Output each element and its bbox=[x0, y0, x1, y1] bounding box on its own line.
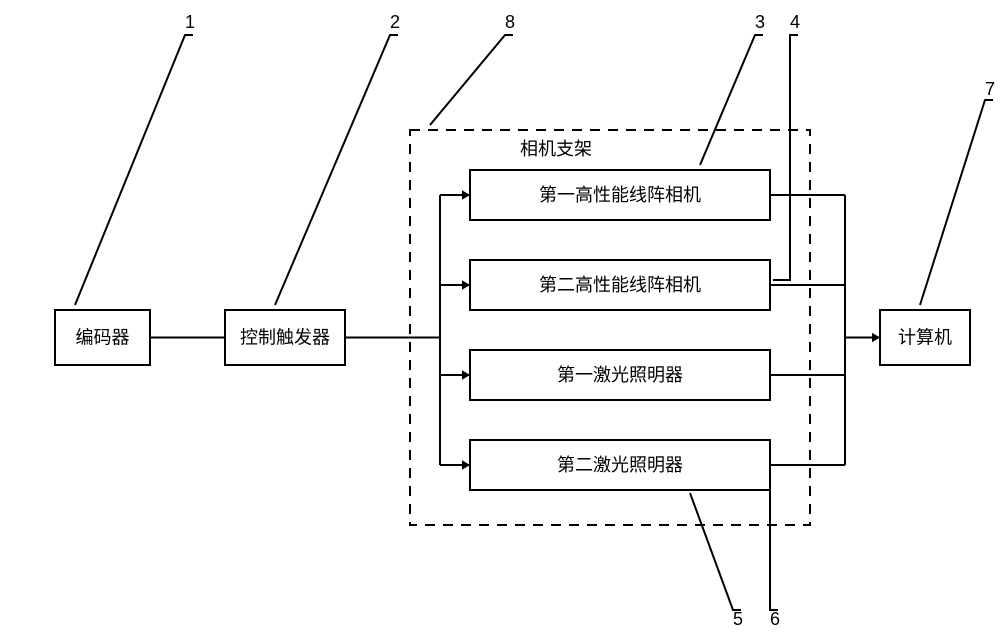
camera2-box-label: 第二高性能线阵相机 bbox=[539, 275, 701, 295]
leader-number-6: 6 bbox=[770, 609, 780, 629]
bracket-label: 相机支架 bbox=[520, 139, 592, 159]
leader-number-8: 8 bbox=[505, 12, 515, 32]
trigger-box-label: 控制触发器 bbox=[240, 328, 330, 348]
encoder-box-label: 编码器 bbox=[76, 328, 130, 348]
leader-number-7: 7 bbox=[985, 79, 995, 99]
leader-number-5: 5 bbox=[733, 609, 743, 629]
laser1-box-label: 第一激光照明器 bbox=[557, 365, 683, 385]
leader-number-4: 4 bbox=[790, 12, 800, 32]
computer-box-label: 计算机 bbox=[898, 328, 952, 348]
laser2-box-label: 第二激光照明器 bbox=[557, 455, 683, 475]
leader-number-1: 1 bbox=[185, 12, 195, 32]
leader-number-2: 2 bbox=[390, 12, 400, 32]
leader-number-3: 3 bbox=[755, 12, 765, 32]
camera1-box-label: 第一高性能线阵相机 bbox=[539, 185, 701, 205]
